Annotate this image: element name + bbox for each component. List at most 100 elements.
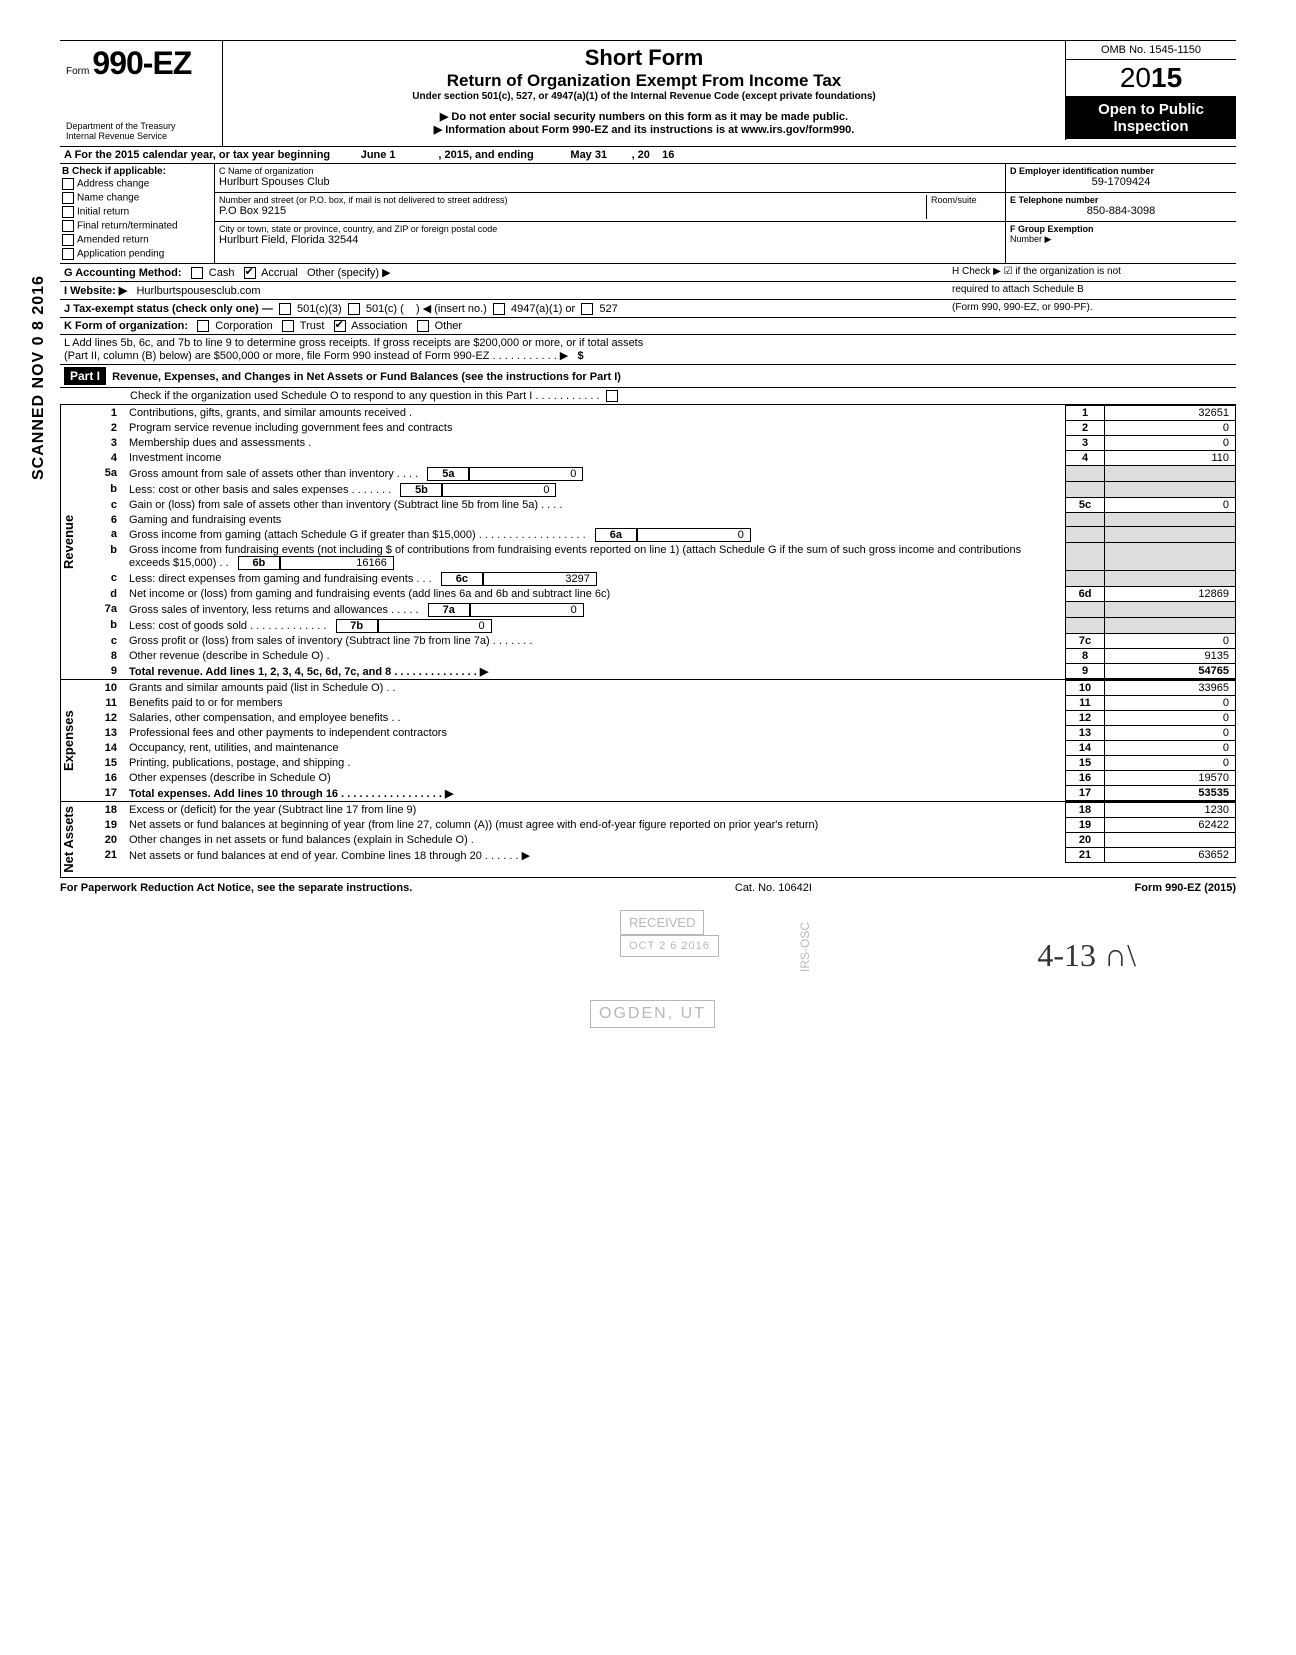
checkbox-4947[interactable] <box>493 303 505 315</box>
netassets-section: Net Assets 18Excess or (deficit) for the… <box>60 802 1236 878</box>
l5c-v: 0 <box>1105 498 1236 513</box>
checkbox-accrual[interactable] <box>244 267 256 279</box>
city-label: City or town, state or province, country… <box>219 224 1001 234</box>
l6a-ib: 6a <box>595 528 637 542</box>
room-label: Room/suite <box>931 195 1001 205</box>
k-label: K Form of organization: <box>64 320 188 332</box>
open-public-1: Open to Public <box>1070 101 1232 118</box>
l1-n: 1 <box>83 406 125 421</box>
checkbox-501c3[interactable] <box>279 303 291 315</box>
k-trust: Trust <box>300 320 325 332</box>
l15-v: 0 <box>1105 756 1236 771</box>
l2-d: Program service revenue including govern… <box>129 422 452 434</box>
row-h1: H Check ▶ ☑ if the organization is not <box>952 266 1232 279</box>
l6d-v: 12869 <box>1105 587 1236 602</box>
expenses-label: Expenses <box>60 680 83 801</box>
l8-v: 9135 <box>1105 649 1236 664</box>
l17-d: Total expenses. Add lines 10 through 16 … <box>129 788 453 800</box>
k-other: Other <box>435 320 463 332</box>
stamp-irs: IRS-OSC <box>798 922 812 972</box>
l15-b: 15 <box>1066 756 1105 771</box>
checkbox-final[interactable] <box>62 220 74 232</box>
row-a-endyr: 16 <box>662 149 674 161</box>
l9-d: Total revenue. Add lines 1, 2, 3, 4, 5c,… <box>129 666 488 678</box>
l6d-d: Net income or (loss) from gaming and fun… <box>129 588 610 600</box>
l14-b: 14 <box>1066 741 1105 756</box>
l17-n: 17 <box>83 786 125 801</box>
l9-b: 9 <box>1066 664 1105 679</box>
l4-n: 4 <box>83 451 125 466</box>
checkbox-corp[interactable] <box>197 320 209 332</box>
checkbox-initial[interactable] <box>62 206 74 218</box>
l5a-n: 5a <box>83 466 125 482</box>
l7a-d: Gross sales of inventory, less returns a… <box>129 604 419 616</box>
l7b-ib: 7b <box>336 619 378 633</box>
grp-label: F Group Exemption <box>1010 224 1232 234</box>
check-final: Final return/terminated <box>77 220 178 231</box>
l10-n: 10 <box>83 681 125 696</box>
l6c-iv: 3297 <box>483 572 597 586</box>
tel-val: 850-884-3098 <box>1010 205 1232 217</box>
g-other: Other (specify) ▶ <box>307 267 391 279</box>
revenue-label: Revenue <box>60 405 83 679</box>
l8-n: 8 <box>83 649 125 664</box>
l21-d: Net assets or fund balances at end of ye… <box>129 850 530 862</box>
title-under: Under section 501(c), 527, or 4947(a)(1)… <box>231 91 1057 102</box>
checkbox-pending[interactable] <box>62 248 74 260</box>
k-corp: Corporation <box>215 320 272 332</box>
l2-v: 0 <box>1105 421 1236 436</box>
l18-b: 18 <box>1066 803 1105 818</box>
checkbox-527[interactable] <box>581 303 593 315</box>
l8-d: Other revenue (describe in Schedule O) . <box>129 650 330 662</box>
form-number: 990-EZ <box>92 45 191 81</box>
checkbox-assoc[interactable] <box>334 320 346 332</box>
city-val: Hurlburt Field, Florida 32544 <box>219 234 1001 246</box>
l3-d: Membership dues and assessments . <box>129 437 311 449</box>
addr-val: P.O Box 9215 <box>219 205 926 217</box>
l11-d: Benefits paid to or for members <box>129 697 282 709</box>
row-a-endyrlbl: , 20 <box>632 149 650 161</box>
l4-b: 4 <box>1066 451 1105 466</box>
i-label: I Website: ▶ <box>64 285 127 297</box>
l-line1: L Add lines 5b, 6c, and 7b to line 9 to … <box>64 337 1232 349</box>
check-name: Name change <box>77 192 139 203</box>
l5b-ib: 5b <box>400 483 442 497</box>
check-initial: Initial return <box>77 206 129 217</box>
title-ssn: ▶ Do not enter social security numbers o… <box>231 110 1057 123</box>
check-addr: Address change <box>77 178 149 189</box>
stamp-date: OCT 2 6 2016 <box>620 935 719 957</box>
l20-d: Other changes in net assets or fund bala… <box>129 834 474 846</box>
l11-n: 11 <box>83 696 125 711</box>
checkbox-501c[interactable] <box>348 303 360 315</box>
footer-mid: Cat. No. 10642I <box>735 882 812 894</box>
l10-v: 33965 <box>1105 681 1236 696</box>
l6a-d: Gross income from gaming (attach Schedul… <box>129 529 586 541</box>
l17-v: 53535 <box>1105 786 1236 801</box>
j-insert: ) ◀ (insert no.) <box>416 303 487 315</box>
l20-b: 20 <box>1066 833 1105 848</box>
checkbox-other[interactable] <box>417 320 429 332</box>
j-c3: 501(c)(3) <box>297 303 342 315</box>
l13-n: 13 <box>83 726 125 741</box>
ein-label: D Employer identification number <box>1010 166 1232 176</box>
checkbox-cash[interactable] <box>191 267 203 279</box>
footer: For Paperwork Reduction Act Notice, see … <box>60 878 1236 894</box>
l6b-ib: 6b <box>238 556 280 570</box>
l6b-n: b <box>83 543 125 571</box>
row-a-endmonth: May 31 <box>570 149 607 161</box>
l6-d: Gaming and fundraising events <box>129 514 281 526</box>
checkbox-scho[interactable] <box>606 390 618 402</box>
checkbox-amended[interactable] <box>62 234 74 246</box>
checkbox-addr[interactable] <box>62 178 74 190</box>
l7c-d: Gross profit or (loss) from sales of inv… <box>129 635 532 647</box>
org-name: Hurlburt Spouses Club <box>219 176 1001 188</box>
l13-d: Professional fees and other payments to … <box>129 727 447 739</box>
checkbox-trust[interactable] <box>282 320 294 332</box>
row-a: A For the 2015 calendar year, or tax yea… <box>60 147 1236 164</box>
checkbox-name[interactable] <box>62 192 74 204</box>
row-a-text: A For the 2015 calendar year, or tax yea… <box>64 149 330 161</box>
l10-b: 10 <box>1066 681 1105 696</box>
l18-d: Excess or (deficit) for the year (Subtra… <box>129 804 416 816</box>
l6d-b: 6d <box>1066 587 1105 602</box>
form-header: Form 990-EZ Department of the Treasury I… <box>60 40 1236 147</box>
